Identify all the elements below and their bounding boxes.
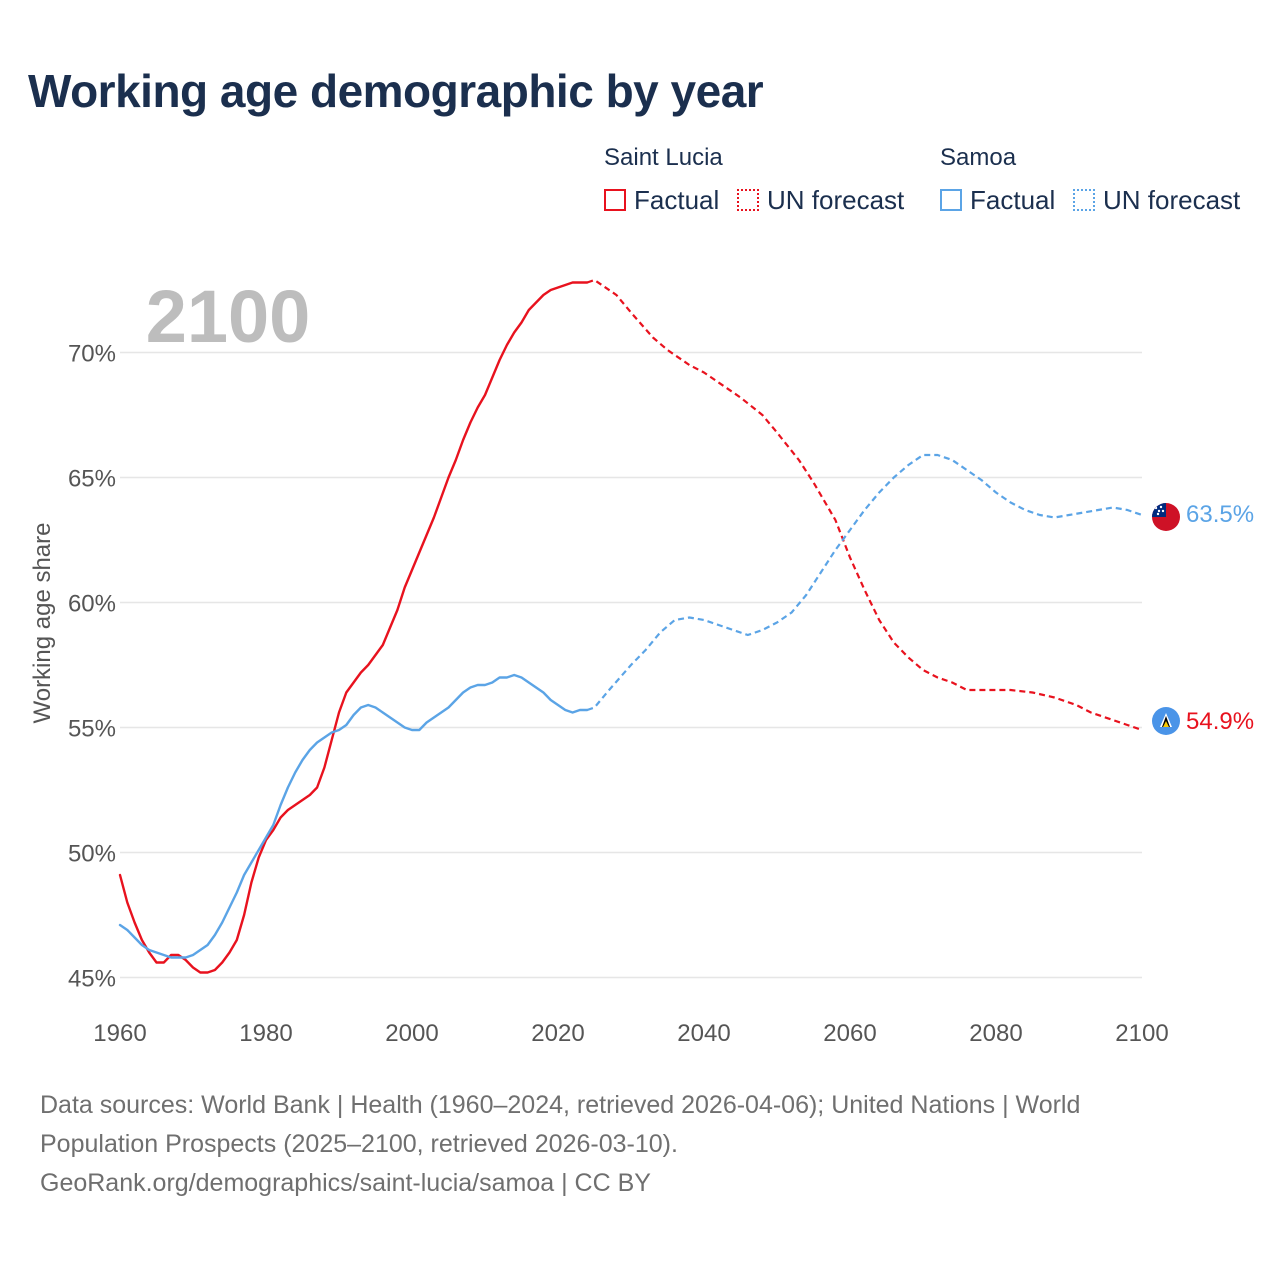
legend-item-saint-lucia-factual[interactable]: Factual [604, 184, 719, 216]
saint-lucia-factual-line[interactable] [118, 281, 589, 974]
x-tick-label: 2060 [823, 1020, 876, 1047]
legend-label: UN forecast [1103, 184, 1241, 215]
y-axis-label: Working age share [29, 523, 56, 724]
footer-sources-line-2: Population Prospects (2025–2100, retriev… [40, 1130, 678, 1158]
saint-lucia-end-value: 54.9% [1186, 708, 1254, 735]
x-tick-label: 1960 [93, 1020, 146, 1047]
legend-group-samoa: Samoa [940, 144, 1017, 171]
saint-lucia-end-marker[interactable]: 54.9% [1152, 707, 1254, 735]
year-watermark: 2100 [146, 275, 311, 358]
samoa-factual-line[interactable] [118, 673, 589, 959]
legend-swatch-solid-blue [940, 189, 962, 211]
legend-item-saint-lucia-forecast[interactable]: UN forecast [737, 184, 904, 216]
samoa-flag-icon [1152, 503, 1180, 531]
legend-item-samoa-forecast[interactable]: UN forecast [1073, 184, 1240, 216]
legend-swatch-dotted-red [737, 189, 759, 211]
saint-lucia-flag-icon [1152, 707, 1180, 735]
chart-title: Working age demographic by year [28, 65, 764, 117]
legend-swatch-dotted-blue [1073, 189, 1095, 211]
y-tick-label: 70% [68, 341, 116, 368]
x-tick-label: 2100 [1115, 1020, 1168, 1047]
y-tick-label: 45% [68, 966, 116, 993]
x-tick-label: 1980 [239, 1020, 292, 1047]
legend-group-saint-lucia: Saint Lucia [604, 144, 723, 171]
legend-label: UN forecast [767, 184, 905, 215]
footer-attribution[interactable]: GeoRank.org/demographics/saint-lucia/sam… [40, 1169, 651, 1197]
y-tick-label: 50% [68, 841, 116, 868]
saint-lucia-forecast-line[interactable] [586, 278, 1143, 732]
samoa-forecast-line[interactable] [586, 453, 1143, 712]
y-tick-label: 60% [68, 591, 116, 618]
y-tick-label: 65% [68, 466, 116, 493]
x-tick-label: 2080 [969, 1020, 1022, 1047]
footer: Data sources: World Bank | Health (1960–… [40, 1086, 1190, 1203]
x-tick-label: 2040 [677, 1020, 730, 1047]
x-tick-label: 2020 [531, 1020, 584, 1047]
samoa-end-value: 63.5% [1186, 501, 1254, 528]
footer-sources-line-1: Data sources: World Bank | Health (1960–… [40, 1091, 1081, 1119]
x-tick-label: 2000 [385, 1020, 438, 1047]
legend-label: Factual [634, 184, 720, 215]
samoa-end-marker[interactable]: 63.5% [1152, 501, 1254, 531]
legend-item-samoa-factual[interactable]: Factual [940, 184, 1055, 216]
y-tick-label: 55% [68, 716, 116, 743]
legend-label: Factual [970, 184, 1056, 215]
legend-swatch-solid-red [604, 189, 626, 211]
line-chart: 2100 45% 50% 55% 60% 65% 70% 1960 1980 2000 2020 2… [29, 275, 1254, 1047]
